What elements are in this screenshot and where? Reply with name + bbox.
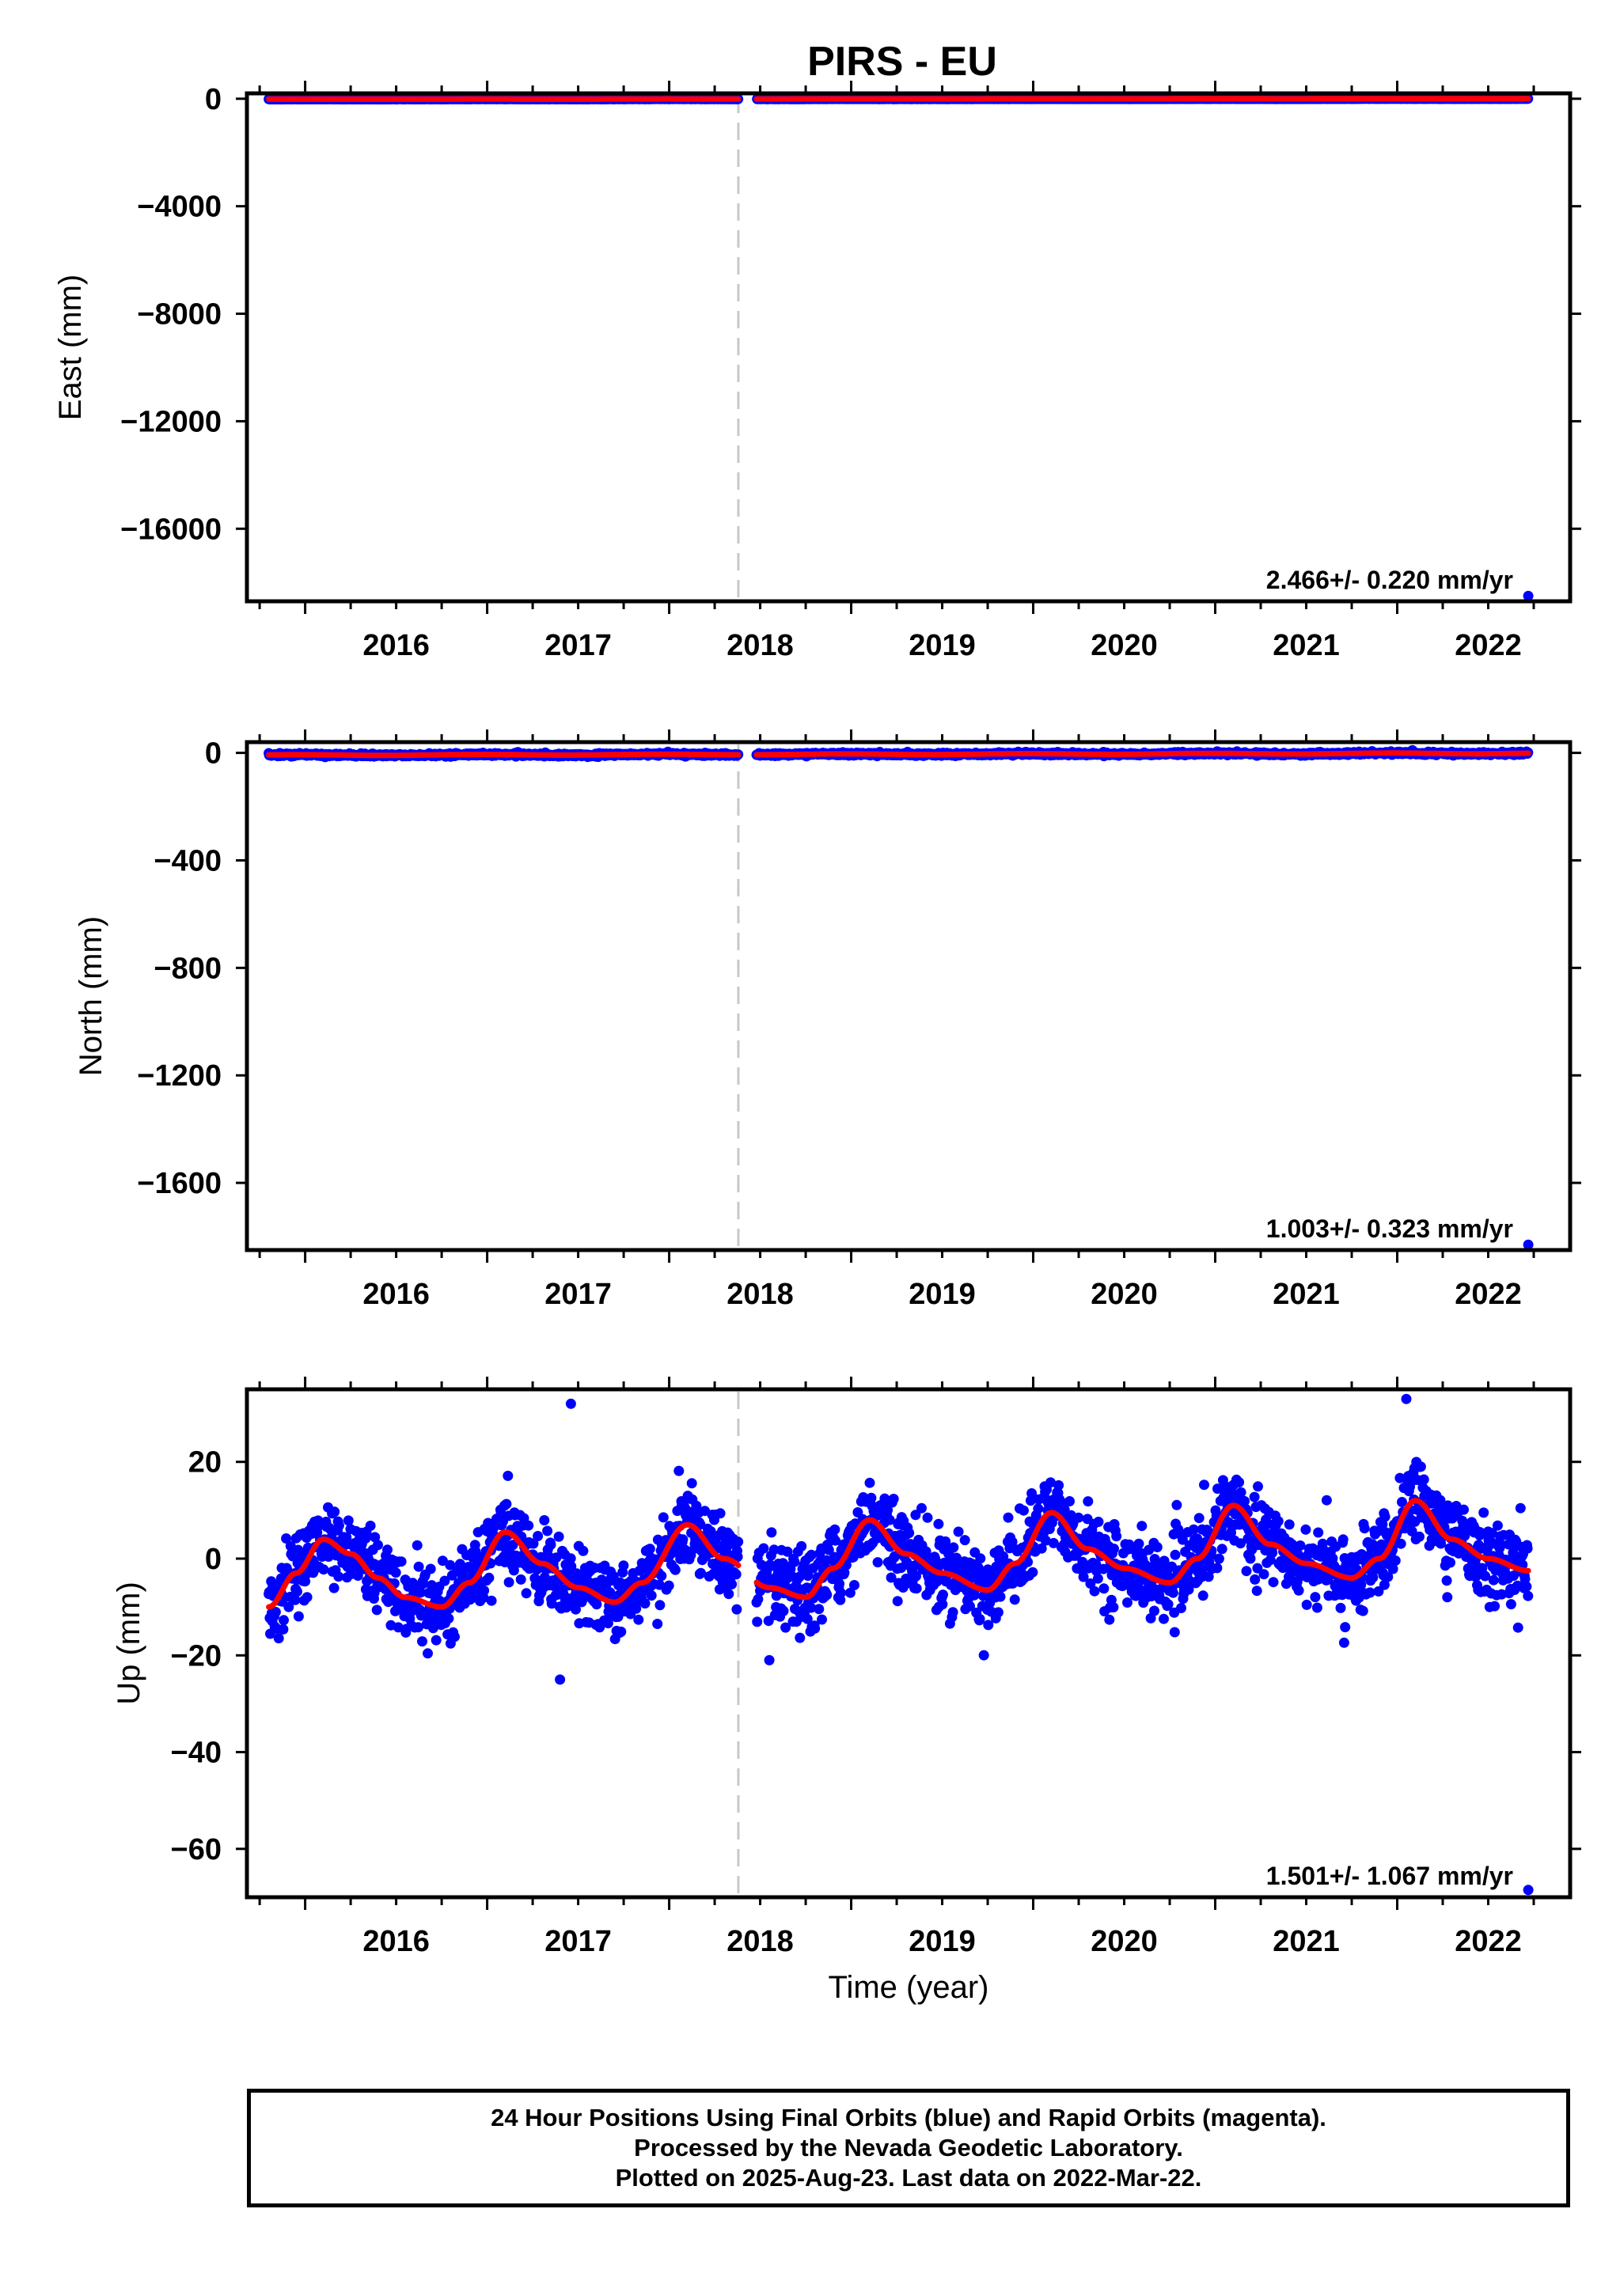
up-data-point <box>293 1611 304 1622</box>
up-data-point <box>479 1585 490 1596</box>
up-data-point <box>328 1582 340 1593</box>
up-data-point <box>390 1567 401 1578</box>
east-y-ticks: 0 −4000 −8000 −12000 −16000 <box>120 83 1581 546</box>
north-panel: 0 −400 −800 −1200 −1600 2016 2017 2018 2019 2020… <box>74 729 1581 1311</box>
up-data-point <box>412 1540 423 1551</box>
up-data-point <box>450 1631 460 1642</box>
north-model-fit-line <box>753 750 1531 758</box>
north-x-tick-label: 2017 <box>544 1278 612 1311</box>
up-data-point <box>302 1592 313 1603</box>
east-y-tick-label: 0 <box>205 83 222 116</box>
up-data-point <box>365 1521 376 1531</box>
up-data-point <box>443 1613 454 1624</box>
up-data-point <box>417 1636 427 1647</box>
up-data-point <box>425 1563 436 1574</box>
north-x-tick-label: 2022 <box>1455 1278 1522 1311</box>
east-fit-line <box>266 96 1531 102</box>
north-y-axis-label: North (mm) <box>74 916 108 1076</box>
east-x-tick-label: 2018 <box>727 629 794 662</box>
up-data-point <box>382 1544 393 1555</box>
north-fit-line <box>266 750 1531 759</box>
north-points <box>264 744 1534 1250</box>
up-data-point <box>278 1623 289 1635</box>
up-data-point <box>484 1572 495 1583</box>
north-y-tick-label: −400 <box>154 844 222 877</box>
north-x-tick-label: 2018 <box>727 1278 794 1311</box>
north-y-tick-label: −800 <box>154 952 222 985</box>
up-data-point <box>423 1648 433 1659</box>
north-x-tick-label: 2021 <box>1273 1278 1340 1311</box>
up-data-point <box>396 1556 407 1567</box>
east-x-tick-label: 2021 <box>1273 629 1340 662</box>
east-x-tick-label: 2022 <box>1455 629 1522 662</box>
north-y-tick-label: −1200 <box>137 1059 222 1093</box>
east-y-tick-label: −8000 <box>137 298 222 332</box>
up-points <box>264 1393 1534 1896</box>
up-data-point <box>431 1635 442 1646</box>
up-data-point <box>292 1586 302 1597</box>
up-data-point <box>273 1633 284 1644</box>
up-data-point <box>318 1564 329 1575</box>
north-y-tick-label: −1600 <box>137 1167 222 1200</box>
north-y-ticks: 0 −400 −800 −1200 −1600 <box>137 737 1581 1200</box>
up-data-point <box>413 1561 424 1572</box>
north-plot-frame <box>245 740 1573 1252</box>
east-y-tick-label: −16000 <box>120 513 222 546</box>
up-data-point <box>373 1540 383 1551</box>
up-data-point <box>486 1595 497 1606</box>
up-data-point <box>371 1605 382 1616</box>
north-y-tick-label: 0 <box>205 737 222 771</box>
east-panel: 0 −4000 −8000 −12000 −16000 2016 2017 2018 2019… <box>53 81 1581 662</box>
east-y-tick-label: −4000 <box>137 191 222 224</box>
east-x-tick-label: 2016 <box>362 629 430 662</box>
up-data-point <box>329 1506 340 1517</box>
up-data-point <box>279 1615 289 1626</box>
north-rate-label: 1.003+/- 0.323 mm/yr <box>1266 1214 1513 1243</box>
east-plot-frame <box>245 91 1573 604</box>
up-panel: 200−20−40−60 2016 2017 2018 2019 2020 2021 202… <box>112 1377 1581 2005</box>
east-rate-label: 2.466+/- 0.220 mm/yr <box>1266 566 1513 594</box>
chart-title: PIRS - EU <box>807 39 997 85</box>
east-points <box>264 93 1534 601</box>
east-y-tick-label: −12000 <box>120 405 222 438</box>
east-x-tick-label: 2020 <box>1091 629 1158 662</box>
north-x-tick-label: 2020 <box>1091 1278 1158 1311</box>
east-y-axis-label: East (mm) <box>53 275 88 420</box>
east-x-tick-label: 2019 <box>909 629 976 662</box>
up-data-point <box>333 1520 344 1531</box>
north-x-tick-label: 2016 <box>362 1278 430 1311</box>
north-x-tick-label: 2019 <box>909 1278 976 1311</box>
east-x-tick-label: 2017 <box>544 629 612 662</box>
north-model-fit-line <box>266 751 742 759</box>
